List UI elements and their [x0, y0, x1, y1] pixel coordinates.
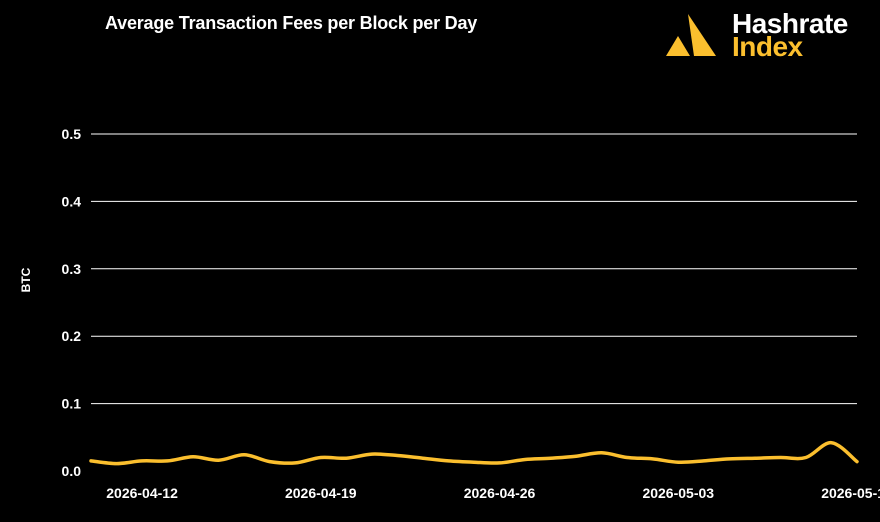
- brand-name-line1: Hashrate: [732, 8, 848, 39]
- y-tick-label: 0.3: [62, 261, 82, 277]
- x-tick-label: 2026-05-03: [642, 485, 714, 501]
- grid-lines: [91, 133, 857, 405]
- x-axis-ticks: 2026-04-12 2026-04-19 2026-04-26 2026-05-03…: [106, 485, 880, 501]
- y-tick-label: 0.0: [62, 463, 82, 479]
- brand-logo: Hashrate Index: [664, 8, 874, 62]
- y-tick-label: 0.4: [62, 193, 82, 209]
- hashrate-index-logo-icon: [666, 14, 716, 56]
- y-tick-label: 0.1: [62, 396, 82, 412]
- y-axis-ticks: 0.0 0.1 0.2 0.3 0.4 0.5: [62, 126, 82, 479]
- series-line-fees: [89, 440, 859, 466]
- x-tick-label: 2026-04-26: [464, 485, 536, 501]
- chart-title: Average Transaction Fees per Block per D…: [105, 13, 478, 33]
- y-tick-label: 0.5: [62, 126, 82, 142]
- x-tick-label: 2026-04-12: [106, 485, 178, 501]
- x-tick-label: 2026-04-19: [285, 485, 357, 501]
- x-tick-label: 2026-05-10: [821, 485, 880, 501]
- y-axis-label: BTC: [19, 267, 33, 292]
- brand-name-line2: Index: [732, 31, 803, 62]
- y-tick-label: 0.2: [62, 328, 82, 344]
